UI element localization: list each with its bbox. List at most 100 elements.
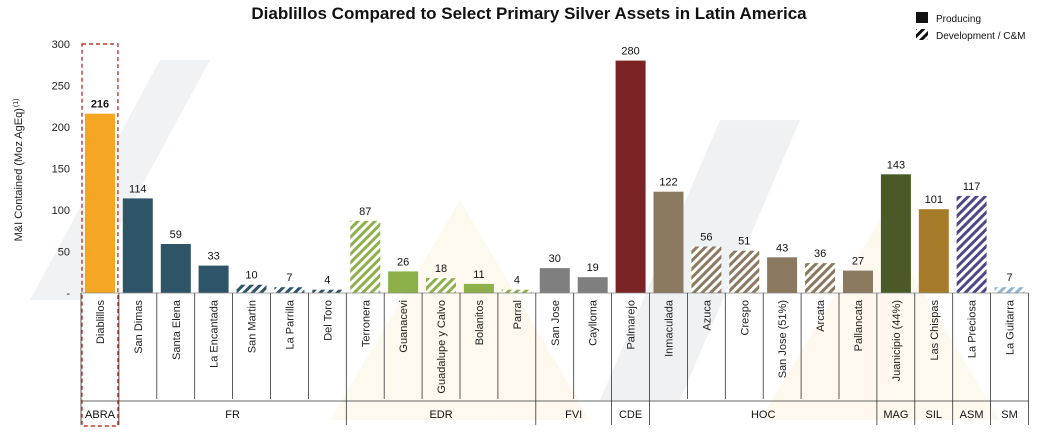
bar-la-preciosa [956,195,987,293]
category-label: San Martin [247,300,259,353]
bar-bolanitos [463,283,494,293]
bar-santa-elena [160,244,191,293]
bar-azuca [691,246,722,293]
group-label-cde: CDE [619,409,642,421]
value-label: 27 [852,256,864,268]
category-label: Terronera [360,299,372,347]
value-label: 43 [776,242,788,254]
group-label-hoc: HOC [751,409,776,421]
group-label-sil: SIL [926,409,943,421]
y-tick-label: 150 [52,164,70,176]
value-label: 7 [286,272,292,284]
value-label: 19 [587,262,599,274]
bar-las-chispas [918,209,949,293]
y-tick-label: 50 [58,247,70,259]
value-label: 10 [245,270,257,282]
category-label: Palmarejo [626,300,638,350]
value-label: 18 [435,263,447,275]
bar-la-parrilla [274,287,305,293]
bar-san-dimas [122,198,153,293]
bar-san-jose-51- [767,257,798,293]
category-label: Bolanitos [474,300,486,346]
category-label: Azuca [701,299,713,330]
group-label-fr: FR [225,409,240,421]
value-label: 11 [473,269,484,281]
value-label: 4 [324,275,330,287]
category-label: Arcata [815,299,827,332]
group-label-sm: SM [1001,409,1018,421]
bar-san-martin [236,284,267,293]
bar-guanacevi [388,271,419,293]
bar-del-toro [312,289,343,293]
bar-guadalupe-y-calvo [426,278,456,293]
value-label: 122 [659,177,677,189]
category-label: La Parrilla [284,299,296,349]
y-axis-label-sup: (1) [13,99,20,108]
category-label: La Preciosa [967,299,979,358]
value-label: 7 [1006,272,1012,284]
category-labels: Diablillos San Dimas Santa Elena La Encanta… [95,299,1017,393]
y-tick-label: 200 [52,122,70,134]
bar-parral [501,289,532,293]
category-label: San Dimas [133,300,145,354]
value-label: 87 [359,206,371,218]
value-label: 56 [700,232,712,244]
bar-arcata [805,263,836,293]
bar-juanicipio-44- [880,174,911,293]
value-label: 4 [514,275,520,287]
bar-san-jose [539,268,570,293]
bar-diablillos [85,113,115,293]
value-label: 51 [738,236,750,248]
y-tick-label: 300 [52,39,70,51]
category-label: Caylloma [588,299,600,346]
value-label: 33 [207,251,219,263]
group-labels: ABRA FR EDR FVI CDE HOC MAG SIL ASM SM [81,43,1018,427]
y-tick-label: - [66,288,70,300]
y-axis-label: M&I Contained (Moz AgEq)(1) [13,99,25,242]
category-label: Guanacevi [398,300,410,353]
value-label: 59 [170,229,182,241]
category-label: San Jose [550,300,562,346]
category-label: La Guitarra [1005,299,1017,355]
category-label: Del Toro [322,300,334,341]
group-label-asm: ASM [960,409,984,421]
svg-text:M&I Contained (Moz AgEq)(1): M&I Contained (Moz AgEq)(1) [13,99,25,242]
group-label-edr: EDR [429,409,452,421]
category-label: Diablillos [95,300,107,345]
bar-la-guitarra [994,287,1025,293]
y-tick-label: 250 [52,81,70,93]
category-label: Parral [512,300,524,329]
bar-caylloma [577,277,608,293]
chart-title: Diablillos Compared to Select Primary Si… [251,4,807,23]
y-tick-label: 100 [52,205,70,217]
legend: Producing Development / C&M [916,12,1025,42]
bars [85,60,1025,293]
value-label: 143 [887,159,905,171]
group-label-fvi: FVI [565,409,582,421]
category-label: Crespo [739,300,751,335]
category-label: Inmaculada [664,299,676,357]
category-label: Juanicipio (44%) [891,300,903,381]
legend-label-producing: Producing [936,14,981,25]
bar-la-encantada [198,265,229,293]
category-grid [80,292,1029,425]
group-label-abra: ABRA [85,409,116,421]
legend-swatch-development [916,29,928,40]
bar-terronera [350,220,381,293]
value-label: 280 [621,46,639,58]
bar-pallancata [843,270,873,293]
legend-label-development: Development / C&M [936,31,1025,42]
category-label: Pallancata [853,299,865,351]
bar-crespo [729,250,760,293]
category-label: San Jose (51%) [777,300,789,378]
value-label: 117 [963,181,981,193]
value-label: 114 [129,183,147,195]
value-label: 26 [397,256,409,268]
category-label: Las Chispas [929,300,941,361]
value-label: 36 [814,248,826,260]
y-axis-ticks: - 50 100 150 200 250 300 [52,39,71,300]
value-label: 101 [925,194,943,206]
highlight-box [81,43,119,427]
